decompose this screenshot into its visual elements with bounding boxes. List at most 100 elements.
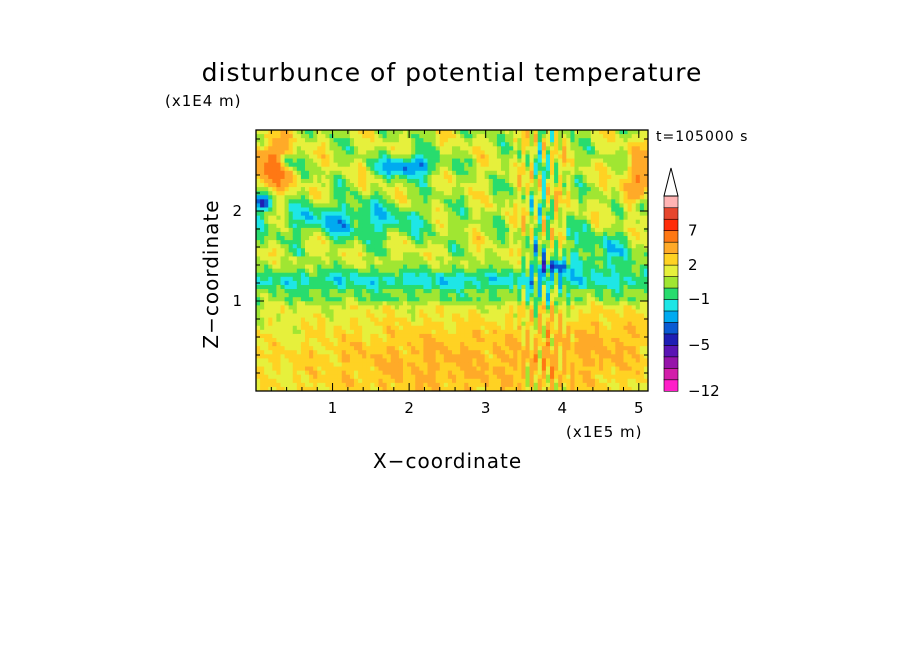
contour-cell: [513, 219, 518, 225]
contour-cell: [545, 264, 551, 270]
contour-cell: [513, 342, 518, 347]
contour-cell: [427, 162, 432, 168]
contour-cell: [313, 358, 318, 363]
contour-cell: [305, 252, 310, 257]
contour-cell: [558, 264, 563, 270]
contour-cell: [264, 317, 269, 323]
contour-cell: [325, 207, 330, 212]
contour-cell: [411, 293, 416, 298]
contour-cell: [407, 317, 412, 323]
contour-cell: [496, 199, 502, 204]
contour-cell: [505, 280, 510, 286]
contour-cell: [358, 350, 363, 355]
contour-cell: [329, 166, 334, 172]
contour-cell: [415, 260, 420, 265]
contour-cell: [558, 309, 563, 314]
contour-cell: [566, 142, 571, 147]
contour-cell: [407, 195, 412, 200]
contour-cell: [554, 236, 559, 241]
contour-cell: [276, 227, 281, 233]
contour-cell: [354, 354, 359, 359]
contour-cell: [505, 337, 510, 343]
contour-cell: [460, 260, 465, 265]
contour-cell: [488, 350, 494, 355]
contour-cell: [276, 178, 281, 184]
contour-cell: [484, 207, 490, 212]
contour-cell: [382, 325, 388, 331]
contour-cell: [443, 272, 449, 278]
contour-cell: [480, 260, 486, 265]
contour-cell: [435, 378, 441, 384]
contour-cell: [525, 289, 530, 294]
contour-cell: [264, 297, 269, 302]
contour-cell: [419, 219, 424, 225]
contour-cell: [415, 346, 420, 351]
contour-cell: [370, 321, 375, 327]
contour-cell: [341, 354, 347, 359]
contour-cell: [517, 309, 522, 314]
contour-cell: [354, 215, 359, 221]
contour-cell: [317, 317, 322, 323]
contour-cell: [550, 264, 555, 270]
contour-cell: [305, 260, 310, 265]
contour-cell: [378, 362, 383, 367]
contour-cell: [545, 358, 551, 363]
contour-cell: [325, 248, 330, 253]
contour-cell: [541, 219, 547, 225]
contour-cell: [390, 305, 396, 310]
contour-cell: [431, 272, 437, 278]
contour-cell: [443, 166, 449, 172]
contour-cell: [447, 223, 453, 229]
contour-cell: [382, 187, 388, 192]
contour-cell: [431, 162, 437, 168]
contour-cell: [284, 166, 290, 172]
contour-cell: [472, 162, 477, 168]
contour-cell: [333, 264, 339, 270]
contour-cell: [496, 337, 502, 343]
contour-cell: [362, 260, 367, 265]
contour-cell: [439, 280, 445, 286]
contour-cell: [566, 289, 571, 294]
contour-cell: [288, 354, 294, 359]
contour-cell: [545, 134, 551, 139]
contour-cell: [541, 301, 547, 306]
contour-cell: [484, 260, 490, 265]
contour-cell: [305, 321, 310, 327]
contour-cell: [333, 191, 339, 196]
contour-cell: [427, 289, 432, 294]
contour-cell: [260, 362, 265, 367]
contour-cell: [394, 199, 400, 204]
contour-cell: [268, 150, 273, 155]
contour-cell: [501, 203, 506, 208]
contour-cell: [533, 231, 539, 237]
contour-cell: [309, 293, 314, 298]
contour-cell: [309, 183, 314, 188]
contour-cell: [505, 170, 510, 176]
contour-cell: [264, 223, 269, 229]
contour-cell: [325, 329, 330, 335]
contour-cell: [284, 142, 290, 147]
contour-cell: [288, 309, 294, 314]
contour-cell: [317, 146, 322, 151]
contour-cell: [394, 272, 400, 278]
contour-cell: [537, 166, 543, 172]
contour-cell: [288, 166, 294, 172]
contour-cell: [411, 313, 416, 318]
contour-cell: [439, 366, 445, 372]
contour-cell: [341, 276, 347, 282]
contour-cell: [558, 158, 563, 164]
contour-cell: [280, 162, 285, 168]
contour-cell: [456, 305, 461, 310]
contour-cell: [480, 162, 486, 168]
contour-cell: [529, 337, 535, 343]
contour-cell: [525, 317, 530, 323]
contour-cell: [521, 146, 526, 151]
contour-cell: [374, 178, 379, 184]
contour-cell: [321, 256, 326, 261]
contour-cell: [366, 317, 371, 323]
contour-cell: [501, 158, 506, 164]
contour-cell: [394, 386, 400, 392]
contour-cell: [382, 264, 388, 270]
contour-cell: [370, 333, 375, 339]
contour-cell: [435, 346, 441, 351]
